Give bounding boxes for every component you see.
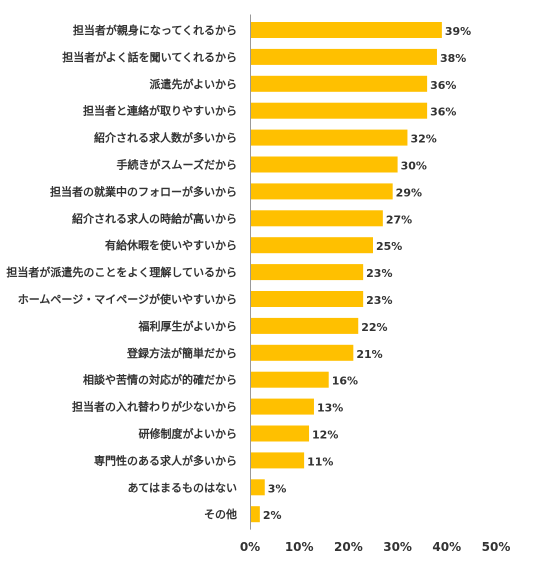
value-label: 23% [366,294,392,307]
x-tick-label: 20% [334,540,363,554]
value-label: 12% [312,429,338,442]
category-label: 紹介される求人の時給が高いから [72,211,237,225]
x-tick-label: 50% [482,540,511,554]
category-label: 研修制度がよいから [139,427,237,441]
category-label: 手続きがスムーズだから [117,158,237,172]
category-label: 担当者の就業中のフォローが多いから [50,184,237,198]
value-label: 36% [430,106,456,119]
bar [250,479,265,496]
bar [250,425,310,442]
value-label: 21% [356,348,382,361]
bar [250,22,442,38]
value-label: 36% [430,79,456,92]
category-label: 有給休暇を使いやすいから [105,238,237,252]
value-label: 16% [332,375,358,388]
value-label: 32% [410,133,436,146]
bar [250,291,364,307]
category-label: 担当者が親身になってくれるから [73,23,237,37]
category-label: ホームページ・マイページが使いやすいから [18,292,237,306]
bar [250,210,383,227]
category-label: 担当者が派遣先のことをよく理解しているから [6,265,237,279]
value-label: 39% [445,25,471,38]
bar [250,344,354,361]
bar [250,398,314,415]
bar [250,156,398,173]
x-tick-label: 40% [432,540,461,554]
category-label: あてはまるものはない [127,481,237,494]
category-label: 専門性のある求人が多いから [94,453,237,467]
category-label: 担当者と連絡が取りやすいから [83,104,237,118]
bar [250,317,359,334]
bar [250,371,329,388]
category-label: 福利厚生がよいから [138,319,237,333]
value-label: 30% [401,160,427,173]
value-label: 13% [317,402,343,415]
category-label: 派遣先がよいから [150,77,237,91]
x-tick-label: 10% [285,540,314,554]
value-label: 22% [361,321,387,334]
bar [250,237,373,254]
bar [250,75,428,92]
bar [250,183,393,200]
category-label: 担当者がよく話を聞いてくれるから [62,50,237,64]
bar [250,506,260,523]
category-label: 紹介される求人数が多いから [94,131,237,145]
bars-group: 担当者が親身になってくれるから 39% 担当者がよく話を聞いてくれるから 38% 派遣先… [6,22,471,523]
category-label: 担当者の入れ替わりが少ないから [72,400,237,414]
category-label: その他 [204,507,237,521]
category-label: 登録方法が簡単だから [126,346,237,360]
value-label: 25% [376,240,402,253]
bar [250,264,364,281]
x-tick-label: 0% [240,540,260,554]
bar [250,129,408,146]
value-label: 11% [307,455,333,468]
value-label: 2% [263,509,282,522]
value-label: 3% [268,482,287,495]
bar [250,48,437,65]
bar [250,102,428,119]
value-label: 27% [386,213,412,226]
value-label: 23% [366,267,392,280]
axis-group: 0% 10% 20% 30% 40% 50% [240,14,511,554]
value-label: 38% [440,52,466,65]
x-tick-label: 30% [383,540,412,554]
bar [250,452,305,469]
value-label: 29% [396,186,422,199]
category-label: 相談や苦情の対応が的確だから [83,373,237,387]
